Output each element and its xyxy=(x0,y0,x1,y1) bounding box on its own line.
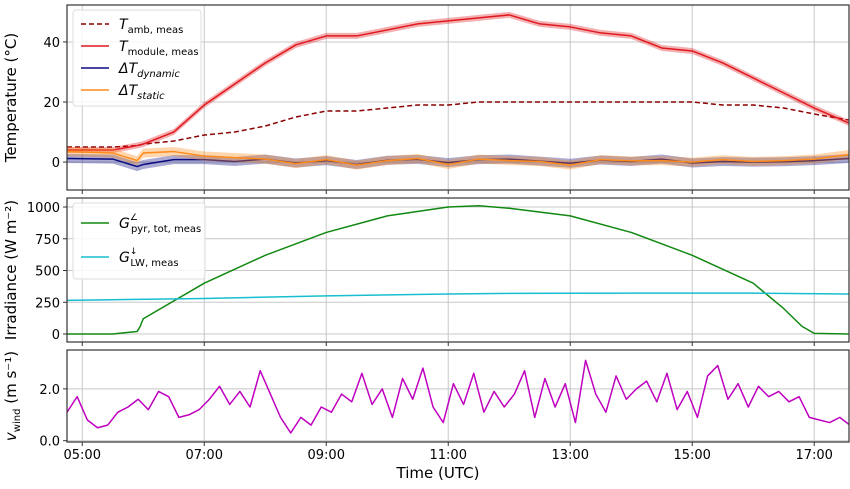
legend-sub: module, meas xyxy=(128,47,199,58)
legend-main: T xyxy=(119,17,129,33)
plot-area xyxy=(67,359,849,434)
legend-main: G xyxy=(119,250,130,266)
y-axis-label: Temperature (°C) xyxy=(2,33,20,163)
y-tick-label: 500 xyxy=(35,265,60,280)
y-tick-label: 0.0 xyxy=(39,435,60,450)
series-line-GLW xyxy=(67,292,849,302)
ylabel-unit: (m s⁻¹) xyxy=(2,351,20,409)
y-tick-label: 0 xyxy=(52,156,60,171)
axes-frame xyxy=(66,349,850,443)
legend-sup: ↓ xyxy=(130,247,138,257)
band-dTsta xyxy=(67,147,849,170)
axes-frame xyxy=(66,197,850,343)
band-Tmodule xyxy=(67,11,849,154)
legend-entry-dTsta: ΔTstatic xyxy=(118,83,165,102)
ylabel-main: v xyxy=(2,431,20,441)
series-line-wind xyxy=(67,359,849,434)
x-tick-label: 05:00 xyxy=(64,448,101,463)
y-tick-label: 40 xyxy=(43,36,60,51)
legend-entry-GLW: G↓ LW, meas xyxy=(119,247,179,269)
x-tick-label: 09:00 xyxy=(308,448,345,463)
legend-main: ΔT xyxy=(118,83,139,99)
legend-sub: dynamic xyxy=(137,69,180,80)
y-axis-label: Irradiance (W m⁻²) xyxy=(2,200,20,340)
x-tick-label: 17:00 xyxy=(795,448,832,463)
legend-main: T xyxy=(119,39,129,55)
legend-entry-Gpyr: G∠ pyr, tot, meas xyxy=(119,213,201,235)
series-line-Tmodule xyxy=(67,14,849,151)
legend-entry-Tmodule: Tmodule, meas xyxy=(119,39,199,58)
y-tick-label: 0 xyxy=(52,328,60,343)
legend-entry-Tamb: Tamb, meas xyxy=(119,17,183,36)
x-tick-label: 11:00 xyxy=(430,448,467,463)
legend-box xyxy=(72,202,206,280)
ylabel-sub: wind xyxy=(12,409,23,433)
legend-main: ΔT xyxy=(118,61,139,77)
legend-main: G xyxy=(119,216,130,232)
legend-sub: pyr, tot, meas xyxy=(131,224,201,235)
y-tick-label: 2.0 xyxy=(39,383,60,398)
series-line-Gpyr xyxy=(67,204,849,335)
legend-sub: LW, meas xyxy=(130,258,178,269)
x-tick-label: 07:00 xyxy=(186,448,223,463)
series-line-dTsta xyxy=(67,150,849,166)
series-line-Tamb xyxy=(67,101,849,148)
x-tick-label: 15:00 xyxy=(673,448,710,463)
y-axis-label: vwind (m s⁻¹) xyxy=(2,351,23,441)
y-tick-label: 250 xyxy=(35,296,60,311)
axes-frame xyxy=(66,4,850,191)
legend-entry-dTdyn: ΔTdynamic xyxy=(118,61,180,80)
legend-sup: ∠ xyxy=(130,213,138,223)
y-tick-label: 1000 xyxy=(27,201,60,216)
plot-area xyxy=(67,11,849,172)
legend-sub: amb, meas xyxy=(128,25,184,36)
x-tick-label: 13:00 xyxy=(552,448,589,463)
y-tick-label: 20 xyxy=(43,96,60,111)
plot-area xyxy=(67,204,849,335)
legend-sub: static xyxy=(137,91,165,102)
panel-2: 0.0 2.0 vwind (m s⁻¹) xyxy=(2,349,850,450)
y-tick-label: 750 xyxy=(35,233,60,248)
series-line-dTdyn xyxy=(67,157,849,168)
x-axis-label: Time (UTC) xyxy=(396,464,480,482)
legend-box xyxy=(72,9,202,107)
